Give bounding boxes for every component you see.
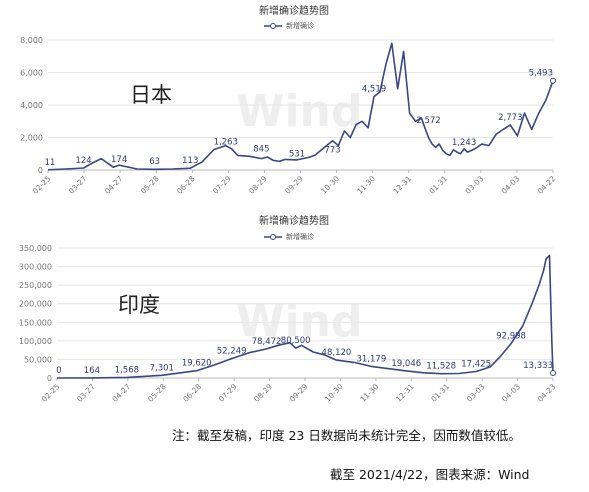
x-tick-label: 10-30 [319, 174, 341, 196]
data-label: 124 [75, 156, 91, 166]
x-tick-label: 03-03 [463, 174, 485, 196]
legend-label: 新增确诊 [286, 232, 314, 241]
series-line [56, 254, 554, 379]
x-tick-label: 01-31 [427, 174, 449, 196]
data-label: 17,425 [461, 360, 491, 370]
x-tick-label: 06-28 [175, 174, 197, 196]
data-label: 0 [56, 366, 61, 376]
data-label: 1,568 [115, 365, 139, 375]
x-tick-label: 11-30 [355, 174, 377, 196]
footnote: 注：截至发稿，印度 23 日数据尚未统计完全，因而数值较低。 [172, 428, 521, 443]
y-tick-label: 6,000 [20, 69, 43, 78]
x-tick-label: 04-27 [110, 382, 132, 404]
data-label: 7,301 [150, 363, 174, 373]
data-label: 19,046 [391, 359, 421, 369]
y-tick-label: 300,000 [19, 263, 52, 272]
chart-title: 新增确诊趋势图 [259, 4, 329, 17]
japan-chart-panel: 新增确诊趋势图新增确诊 Wind 0 2,000 4,000 6,000 8,000 02-2… [0, 0, 589, 200]
watermark-logo: Wind [236, 86, 362, 137]
data-label: 31,179 [356, 354, 386, 364]
x-tick-label: 09-29 [288, 382, 310, 404]
x-tick-label: 07-29 [217, 382, 239, 404]
data-label: 113 [182, 156, 198, 166]
x-tick-label: 04-03 [500, 382, 522, 404]
data-label: 1,243 [452, 138, 476, 148]
data-label: 1,263 [214, 137, 238, 147]
series-end-marker [550, 370, 556, 377]
x-tick-label: 05-28 [139, 174, 161, 196]
data-label: 19,620 [182, 359, 212, 369]
x-tick-label: 05-28 [146, 382, 168, 404]
data-label: 531 [289, 149, 305, 159]
data-label: 80,500 [281, 336, 311, 346]
data-label: 13,333 [523, 361, 553, 371]
x-tick-label: 08-29 [247, 174, 269, 196]
country-label: 日本 [130, 83, 172, 107]
data-label: 52,249 [217, 347, 247, 357]
data-label: 174 [111, 155, 127, 165]
x-tick-label: 11-30 [358, 382, 380, 404]
x-tick-label: 07-29 [211, 174, 233, 196]
y-tick-label: 200,000 [19, 300, 52, 309]
data-label: 4,519 [362, 85, 386, 95]
y-tick-label: 0 [47, 374, 52, 383]
x-tick-label: 08-29 [252, 382, 274, 404]
x-tick-label: 02-25 [31, 174, 53, 196]
x-tick-label: 06-28 [181, 382, 203, 404]
y-tick-label: 350,000 [19, 244, 52, 253]
x-tick-label: 09-29 [283, 174, 305, 196]
x-tick-label: 04-03 [500, 174, 522, 196]
x-tick-label: 04-27 [103, 174, 125, 196]
y-tick-label: 250,000 [19, 281, 52, 290]
chart-title: 新增确诊趋势图 [259, 214, 329, 227]
x-tick-label: 02-25 [40, 382, 62, 404]
legend-marker [270, 234, 276, 240]
source-line: 截至 2021/4/22，图表来源：Wind [330, 467, 530, 482]
data-label: 2,572 [416, 116, 440, 126]
series-end-marker [550, 77, 556, 84]
x-tick-label: 10-30 [323, 382, 345, 404]
series-line [47, 42, 554, 171]
data-label: 164 [84, 366, 100, 376]
x-tick-label: 12-31 [391, 174, 413, 196]
y-tick-label: 4,000 [20, 101, 43, 110]
data-label: 63 [149, 157, 160, 167]
data-label: 11 [45, 158, 56, 168]
data-label: 2,773 [498, 113, 522, 123]
y-tick-label: 0 [38, 166, 43, 175]
x-tick-label: 04-22 [536, 174, 558, 196]
india-chart-panel: 新增确诊趋势图新增确诊 Wind 0 50,000 100,000 150,000 200,… [0, 210, 589, 410]
data-label: 48,120 [322, 348, 352, 358]
x-tick-label: 03-27 [67, 174, 89, 196]
y-tick-label: 150,000 [19, 318, 52, 327]
x-tick-label: 04-23 [536, 382, 558, 404]
x-tick-label: 12-31 [394, 382, 416, 404]
legend-marker [270, 23, 276, 29]
data-label: 845 [253, 144, 269, 154]
country-label: 印度 [118, 293, 160, 317]
y-tick-label: 50,000 [24, 355, 52, 364]
y-tick-label: 100,000 [19, 337, 52, 346]
data-label: 11,528 [426, 362, 456, 372]
x-tick-label: 03-27 [75, 382, 97, 404]
watermark-logo: Wind [236, 296, 362, 347]
data-label: 5,493 [529, 69, 553, 79]
y-tick-label: 8,000 [20, 36, 43, 45]
y-tick-label: 2,000 [20, 134, 43, 143]
data-label: 92,998 [496, 331, 526, 341]
data-label: 773 [324, 145, 340, 155]
x-tick-label: 01-31 [429, 382, 451, 404]
legend-label: 新增确诊 [286, 21, 314, 30]
x-tick-label: 03-03 [465, 382, 487, 404]
data-label: 78,472 [252, 337, 282, 347]
